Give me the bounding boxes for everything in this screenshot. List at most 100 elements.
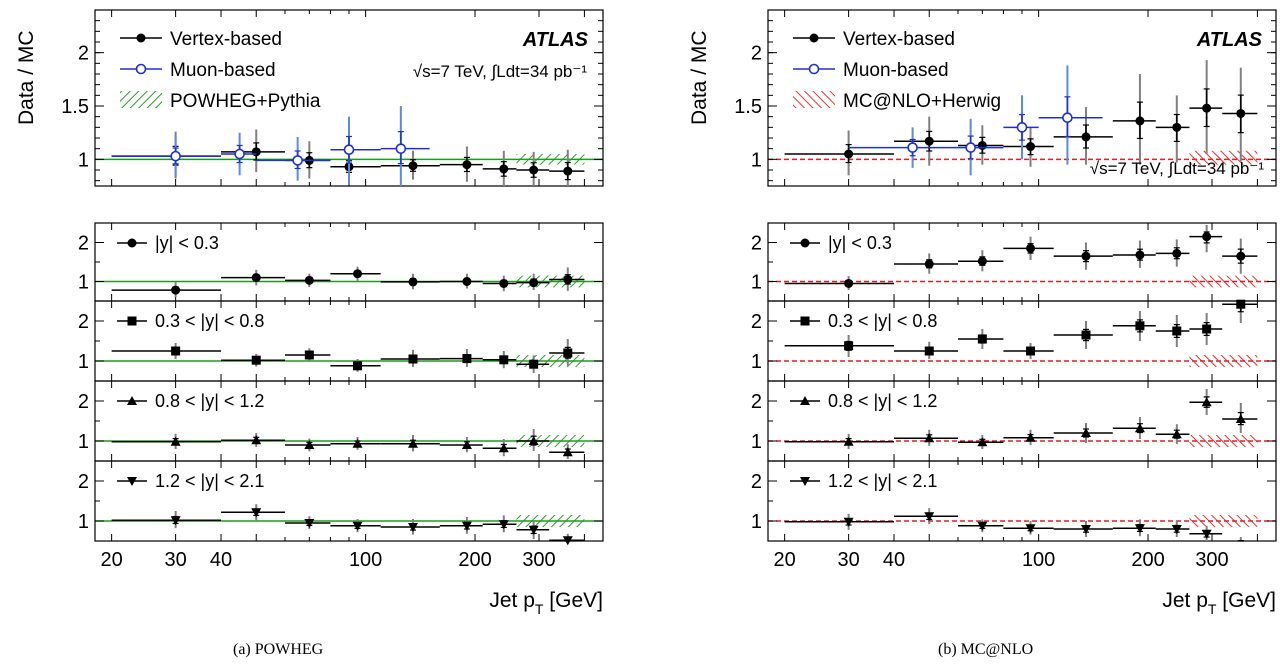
x-axis-title: Jet pT [GeV] — [1162, 589, 1276, 617]
main-series-1-point-2 — [1016, 122, 1028, 133]
main-ytick-label-0: 1 — [78, 149, 89, 171]
sub-1-point-2 — [304, 350, 314, 360]
legend-label-1: Muon-based — [843, 60, 949, 81]
sub-0-point-5 — [1135, 250, 1145, 260]
sub-3-legend-marker — [127, 477, 137, 486]
atlas-label: ATLAS — [1196, 29, 1263, 51]
sub-1-point-2 — [977, 334, 987, 344]
legend-hatch-2 — [120, 91, 162, 108]
sub-1-legend-marker — [800, 316, 810, 326]
legend-hatch-2 — [793, 91, 835, 108]
y-axis-title: Data / MC — [15, 30, 38, 125]
main-series-0-point-6 — [1172, 122, 1182, 132]
x-tick-label-3: 100 — [349, 549, 382, 571]
main-ytick-label-2: 2 — [78, 43, 89, 65]
x-axis-title: Jet pT [GeV] — [489, 589, 603, 617]
x-tick-label-2: 40 — [210, 549, 232, 571]
sub-2-point-1 — [924, 433, 935, 443]
main-ytick-label-0: 1 — [751, 149, 762, 171]
y-axis-title: Data / MC — [688, 30, 711, 125]
main-series-0-point-4 — [1081, 132, 1091, 142]
sub-2-ytick-label-0: 1 — [751, 431, 762, 453]
sub-2-legend-marker — [800, 396, 810, 405]
sub-3-point-4 — [1080, 525, 1091, 534]
sub-1-point-5 — [462, 354, 472, 364]
sub-1-point-4 — [408, 354, 418, 364]
sub-3-point-6 — [498, 520, 509, 530]
x-tick-label-4: 200 — [1131, 549, 1164, 571]
atlas-label: ATLAS — [522, 29, 589, 51]
sub-1-point-0 — [844, 341, 854, 351]
sub-2-label: 0.8 < |y| < 1.2 — [828, 391, 937, 411]
main-ytick-label-2: 2 — [751, 43, 762, 65]
sub-0-ytick-label-0: 1 — [78, 272, 89, 294]
sub-0-point-3 — [353, 269, 363, 279]
sub-3-point-5 — [461, 521, 472, 531]
sub-0-point-7 — [529, 278, 539, 288]
sub-3-point-7 — [528, 525, 539, 535]
sub-0-point-8 — [1236, 251, 1246, 261]
main-series-0-point-8 — [563, 166, 573, 176]
sub-1-point-0 — [171, 346, 181, 356]
main-series-1-point-0 — [907, 142, 918, 153]
sub-3-point-4 — [407, 523, 418, 532]
caption-a: (a) POWHEG — [233, 641, 324, 658]
panel-mcatnlo: 1 1.5 2 Vertex-based Muon-based MC@NLO+Herwig… — [688, 9, 1277, 617]
sub-3-ytick-label-0: 1 — [751, 511, 762, 533]
sub-1-point-4 — [1081, 330, 1091, 340]
sub-1-point-8 — [1236, 299, 1246, 309]
sub-2-ytick-label-0: 1 — [78, 431, 89, 453]
main-series-1-point-3 — [343, 144, 355, 156]
main-series-0-point-5 — [462, 160, 472, 170]
sub-2-ytick-label-1: 2 — [751, 391, 762, 413]
sub-0-point-0 — [844, 278, 854, 288]
sub-3-point-8 — [562, 536, 573, 546]
sub-1-point-7 — [529, 359, 539, 369]
legend-label-2: POWHEG+Pythia — [170, 91, 321, 112]
sub-2-legend-marker — [127, 396, 137, 405]
sub-1-point-3 — [353, 361, 363, 371]
sub-3-point-0 — [843, 517, 854, 527]
main-series-1-point-0 — [170, 150, 181, 162]
sub-0-point-5 — [462, 277, 472, 286]
sub-2-point-6 — [1171, 429, 1182, 439]
sub-3-label: 1.2 < |y| < 2.1 — [155, 471, 264, 491]
sub-0-point-3 — [1026, 243, 1036, 253]
legend-label-0: Vertex-based — [170, 29, 282, 50]
sub-0-mc-band — [1189, 275, 1258, 288]
sub-0-point-8 — [563, 275, 573, 285]
sub-1-point-7 — [1202, 324, 1212, 334]
sub-0-point-6 — [1172, 248, 1182, 258]
sub-3-point-3 — [352, 521, 363, 531]
sub-1-label: 0.3 < |y| < 0.8 — [155, 311, 264, 331]
sub-1-point-3 — [1026, 346, 1036, 356]
legend-marker-1 — [808, 63, 820, 75]
sub-2-point-5 — [461, 440, 472, 449]
sub-0-label: |y| < 0.3 — [828, 233, 892, 253]
main-series-0-point-8 — [1236, 108, 1246, 118]
sub-3-ytick-label-1: 2 — [78, 471, 89, 493]
sub-2-mc-band — [1189, 435, 1258, 447]
legend-label-2: MC@NLO+Herwig — [843, 91, 1001, 112]
sub-0-point-0 — [171, 285, 181, 295]
sub-2-point-0 — [843, 436, 854, 446]
x-tick-label-3: 100 — [1022, 549, 1055, 571]
sub-3-point-0 — [170, 516, 181, 526]
panel-powheg: 1 1.5 2 Vertex-based Muon-based POWHEG+Pythia… — [15, 9, 604, 617]
main-series-1-point-1 — [234, 148, 245, 160]
x-tick-label-0: 20 — [101, 549, 123, 571]
sub-0-label: |y| < 0.3 — [155, 233, 219, 253]
x-tick-label-5: 300 — [1195, 549, 1228, 571]
x-tick-label-4: 200 — [458, 549, 491, 571]
sub-2-point-7 — [528, 436, 539, 445]
main-series-0-point-1 — [924, 136, 934, 146]
main-series-0-point-0 — [844, 149, 854, 159]
main-series-0-point-4 — [408, 161, 418, 171]
main-series-0-point-2 — [977, 140, 987, 150]
sub-2-point-4 — [1080, 428, 1091, 437]
main-series-1-point-2 — [292, 155, 303, 166]
sub-0-point-6 — [499, 278, 509, 288]
sub-1-ytick-label-0: 1 — [751, 351, 762, 373]
sub-3-point-2 — [977, 521, 988, 531]
caption-b: (b) MC@NLO — [938, 641, 1034, 658]
